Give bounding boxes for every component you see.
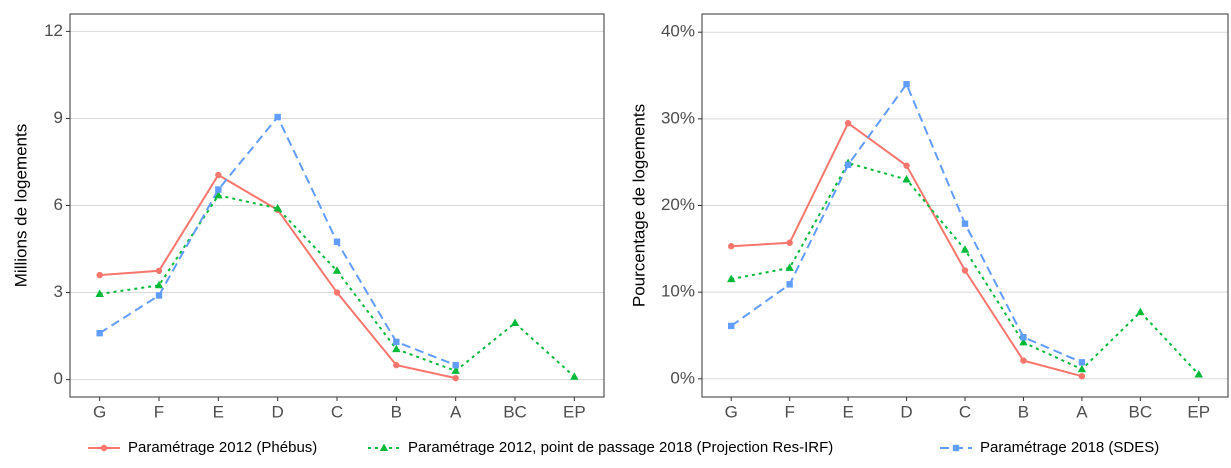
x-tick-label: C	[959, 402, 971, 421]
x-tick-label: F	[154, 402, 164, 421]
x-tick-label: B	[1018, 402, 1029, 421]
x-tick-label: B	[391, 402, 402, 421]
x-tick-label: F	[784, 402, 794, 421]
point	[570, 372, 579, 380]
point	[1136, 307, 1145, 316]
point	[214, 190, 223, 199]
point	[728, 243, 735, 250]
y-tick-label: 40%	[661, 22, 695, 41]
x-tick-label: BC	[503, 402, 527, 421]
point	[786, 239, 793, 246]
x-tick-label: C	[331, 402, 343, 421]
y-tick-label: 9	[54, 108, 63, 127]
y-tick-label: 20%	[661, 195, 695, 214]
x-tick-label: A	[1076, 402, 1088, 421]
point	[903, 162, 910, 169]
point	[510, 318, 520, 327]
x-tick-label: A	[450, 402, 462, 421]
point	[332, 266, 342, 274]
point	[1020, 334, 1027, 341]
x-tick-label: G	[725, 402, 738, 421]
point	[961, 267, 969, 274]
point	[333, 238, 341, 245]
point	[728, 322, 735, 330]
series-line	[99, 194, 576, 378]
y-tick-label: 6	[54, 195, 63, 214]
x-tick-label: EP	[1187, 402, 1210, 421]
y-axis-label: Millions de logements	[11, 124, 30, 287]
point	[155, 267, 163, 274]
y-tick-label: 0	[54, 369, 63, 388]
x-tick-label: EP	[563, 402, 586, 421]
point	[844, 161, 852, 168]
y-tick-label: 0%	[670, 368, 695, 387]
point	[96, 329, 103, 337]
point	[1020, 357, 1027, 364]
point	[274, 113, 281, 121]
point	[452, 374, 459, 382]
y-tick-label: 30%	[661, 108, 695, 127]
x-tick-label: BC	[1129, 402, 1153, 421]
point	[1194, 369, 1203, 378]
series-line	[730, 82, 1083, 364]
point	[451, 366, 460, 374]
point	[393, 338, 400, 346]
x-tick-label: D	[900, 402, 912, 421]
plot-border	[69, 13, 605, 398]
series-line	[731, 121, 1083, 378]
plot-border	[701, 13, 1229, 398]
point	[844, 119, 852, 127]
point	[785, 263, 794, 271]
point	[392, 344, 401, 353]
x-tick-label: G	[93, 402, 106, 421]
point	[960, 245, 970, 253]
point	[727, 274, 736, 283]
point	[961, 220, 969, 227]
point	[786, 281, 793, 288]
legend-marker	[379, 443, 389, 451]
y-axis-label: Pourcentage de logements	[629, 104, 648, 307]
point	[155, 292, 163, 299]
legend-marker	[100, 444, 108, 452]
point	[96, 271, 103, 279]
legend-marker	[952, 444, 960, 452]
x-tick-label: E	[842, 402, 853, 421]
legend-label: Paramétrage 2018 (SDES)	[980, 439, 1159, 456]
point	[333, 289, 341, 296]
legend-label: Paramétrage 2012, point de passage 2018 …	[408, 439, 833, 456]
point	[273, 203, 282, 212]
y-tick-label: 3	[54, 282, 63, 301]
point	[154, 280, 164, 289]
point	[95, 289, 104, 297]
point	[1019, 337, 1028, 346]
legend-label: Paramétrage 2012 (Phébus)	[128, 439, 317, 456]
point	[452, 361, 459, 369]
point	[902, 175, 911, 183]
y-tick-label: 10%	[661, 282, 695, 301]
series-line	[99, 115, 457, 367]
point	[903, 80, 910, 88]
point	[215, 171, 222, 179]
point	[1078, 359, 1086, 366]
x-tick-label: D	[272, 402, 284, 421]
point	[1078, 373, 1086, 380]
x-tick-label: E	[213, 402, 224, 421]
point	[393, 361, 400, 369]
y-tick-label: 12	[44, 21, 63, 40]
point	[1077, 364, 1087, 373]
point	[215, 186, 222, 193]
